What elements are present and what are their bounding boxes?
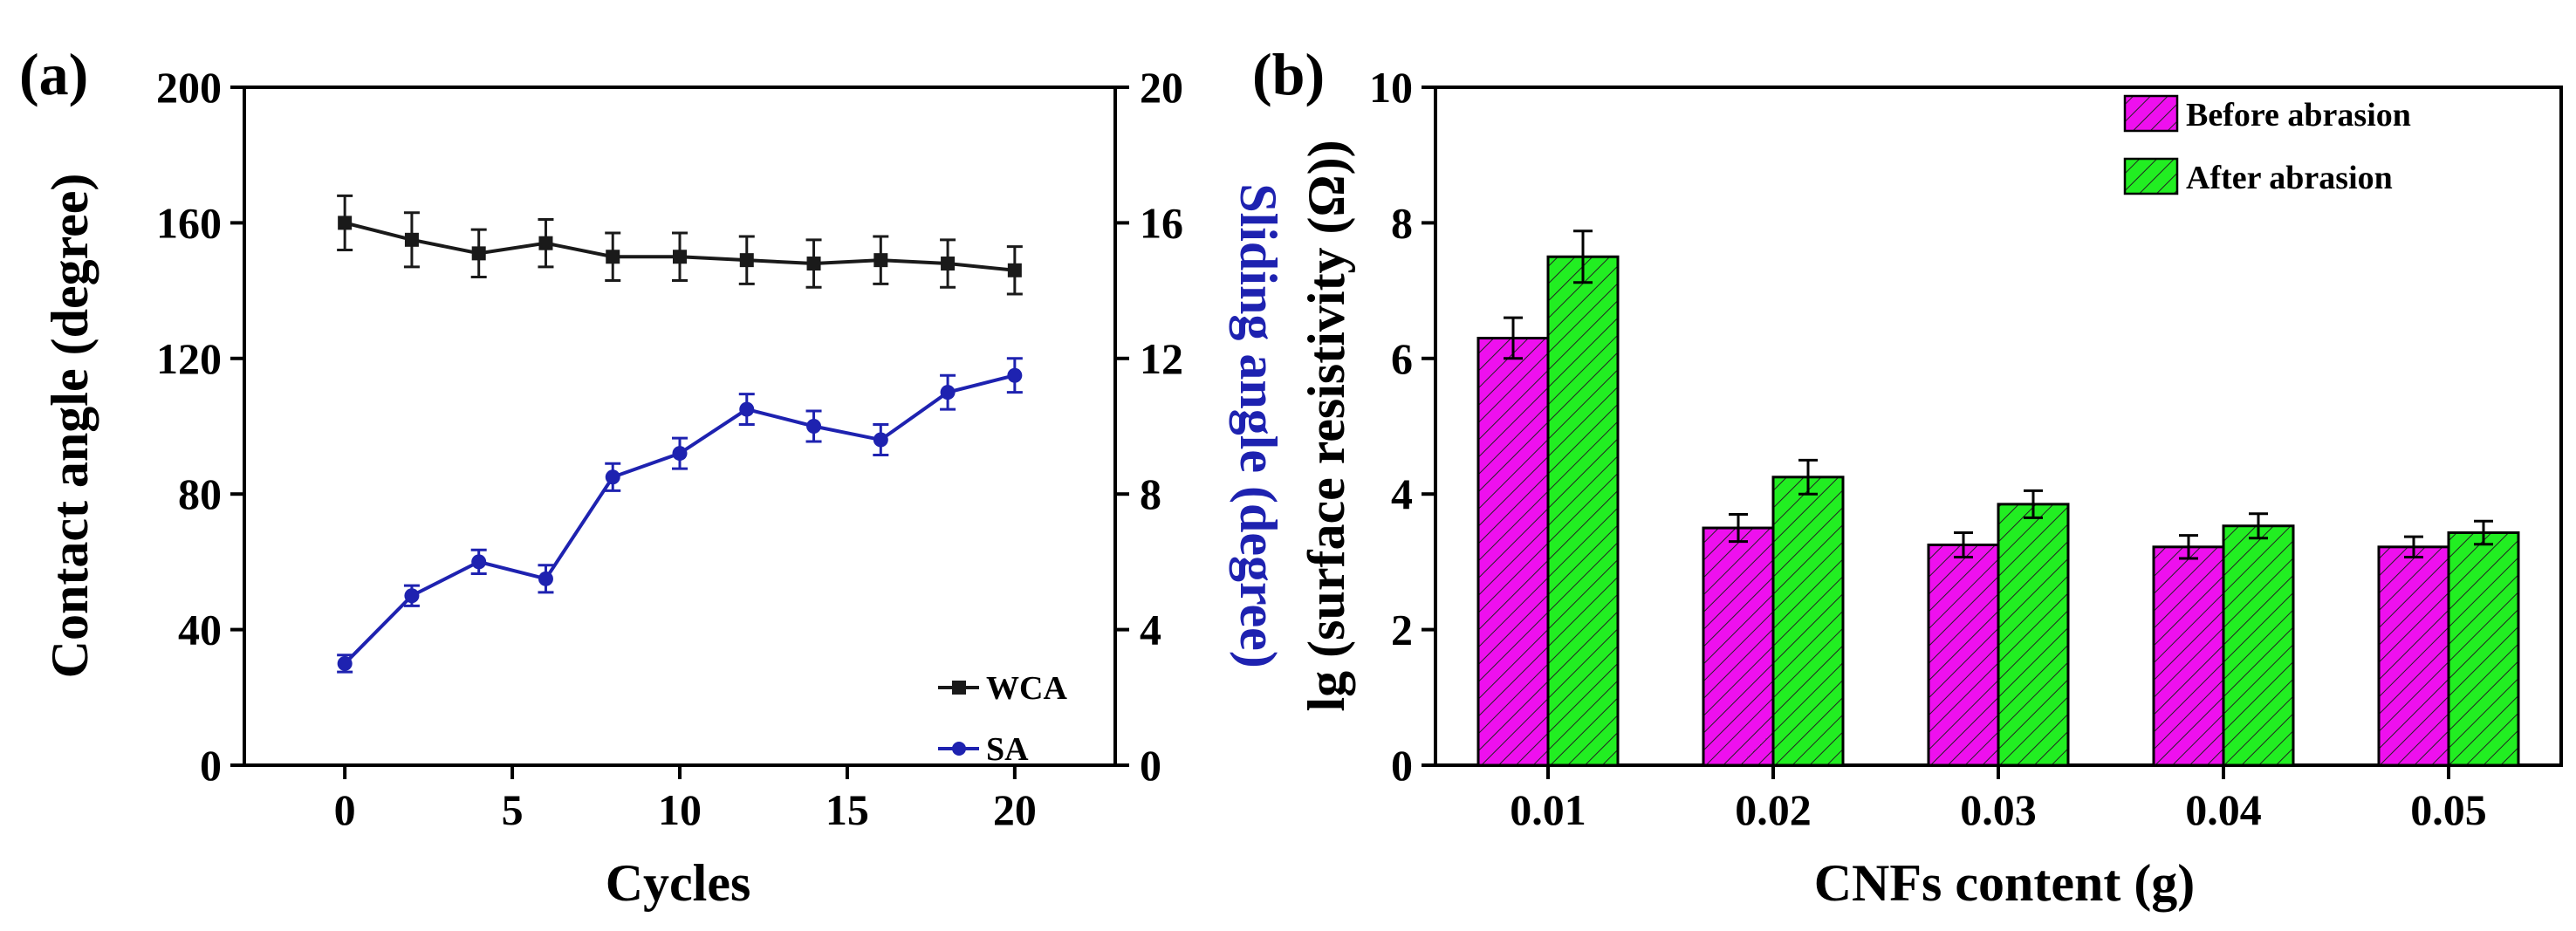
legend-before-swatch [2123, 94, 2179, 133]
y2-tick-label: 0 [1140, 741, 1161, 790]
wca-point [739, 253, 754, 268]
wca-point [874, 253, 888, 268]
after-abrasion-bar [1546, 255, 1620, 767]
y-tick-label: 0 [1391, 741, 1413, 790]
y-tick-label: 10 [1369, 63, 1413, 112]
panel-b-legend: Before abrasion After abrasion [2123, 94, 2411, 196]
panel-a-frame [243, 86, 1117, 767]
wca-point [471, 246, 486, 261]
sa-point [873, 432, 888, 448]
legend-wca-marker [952, 681, 966, 695]
after-abrasion-bar [1997, 503, 2070, 767]
y-tick-label: 8 [1391, 198, 1413, 247]
sa-point [1007, 367, 1023, 383]
wca-point [673, 250, 687, 264]
legend-after-swatch [2123, 157, 2179, 195]
wca-point [806, 257, 821, 271]
legend-after-label: After abrasion [2186, 160, 2393, 196]
y-tick-label: 4 [1391, 469, 1413, 518]
panel-a-x-axis-title: Cycles [606, 854, 751, 912]
legend-wca-label: WCA [986, 670, 1067, 707]
sa-point [471, 554, 487, 570]
panel-b: (b) 0 2 4 6 8 10 0.01 0.02 0.03 0.04 0.05 CNFs con… [1252, 41, 2563, 912]
sa-point [538, 571, 553, 586]
wca-point [1007, 263, 1022, 277]
x-tick-label: 0 [334, 785, 356, 834]
wca-point [606, 250, 620, 264]
x-tick-label: 0.03 [1960, 785, 2037, 834]
panel-b-x-axis-title: CNFs content (g) [1814, 854, 2196, 912]
y2-tick-label: 4 [1140, 606, 1161, 654]
before-abrasion-bar [1927, 543, 2000, 767]
panel-b-plot-area: 0 2 4 6 8 10 0.01 0.02 0.03 0.04 0.05 [1369, 63, 2563, 834]
panel-a-y2-axis-title: Sliding angle (degree) [1230, 183, 1287, 668]
wca-point [404, 232, 419, 247]
y-tick-label: 120 [156, 334, 222, 383]
sa-point [739, 401, 755, 417]
after-abrasion-bar [2222, 524, 2295, 767]
x-tick-label: 5 [502, 785, 524, 834]
sa-point [940, 385, 956, 400]
x-tick-label: 0.05 [2410, 785, 2487, 834]
y-tick-label: 40 [178, 606, 222, 654]
legend-before-label: Before abrasion [2186, 97, 2411, 133]
sa-series-line [343, 373, 1016, 665]
legend-sa-label: SA [986, 731, 1029, 768]
sa-point [605, 469, 620, 485]
panel-a-y-axis-title: Contact angle (degree) [41, 174, 99, 679]
y-tick-label: 200 [156, 63, 222, 112]
y-tick-label: 80 [178, 469, 222, 518]
wca-point [538, 236, 553, 250]
y2-tick-label: 16 [1140, 198, 1183, 247]
sa-point [404, 588, 420, 604]
x-tick-label: 10 [658, 785, 702, 834]
panel-b-label: (b) [1252, 41, 1325, 107]
panel-a-label: (a) [19, 41, 88, 107]
panel-b-y-axis-title: lg (surface resistivity (Ω)) [1298, 140, 1355, 711]
legend-sa-marker [952, 742, 966, 756]
wca-point [941, 257, 956, 271]
x-tick-label: 0.02 [1735, 785, 1812, 834]
y-tick-label: 0 [200, 741, 222, 790]
after-abrasion-bar [2447, 531, 2520, 767]
y2-tick-label: 20 [1140, 63, 1183, 112]
panel-a-legend: WCA SA [938, 670, 1067, 768]
sa-point [672, 446, 688, 462]
y-tick-label: 6 [1391, 334, 1413, 383]
after-abrasion-bar [1771, 476, 1845, 767]
x-tick-label: 0.01 [1510, 785, 1586, 834]
x-tick-label: 20 [993, 785, 1037, 834]
sa-point [337, 655, 353, 671]
x-tick-label: 0.04 [2185, 785, 2262, 834]
wca-point [338, 216, 353, 230]
y-tick-label: 160 [156, 198, 222, 247]
before-abrasion-bar [2377, 545, 2450, 767]
before-abrasion-bar [1476, 336, 1550, 767]
sa-point [806, 419, 822, 434]
y2-tick-label: 12 [1140, 334, 1183, 383]
y2-tick-label: 8 [1140, 469, 1161, 518]
before-abrasion-bar [1702, 526, 1775, 767]
x-tick-label: 15 [826, 785, 869, 834]
y-tick-label: 2 [1391, 606, 1413, 654]
before-abrasion-bar [2152, 545, 2225, 767]
